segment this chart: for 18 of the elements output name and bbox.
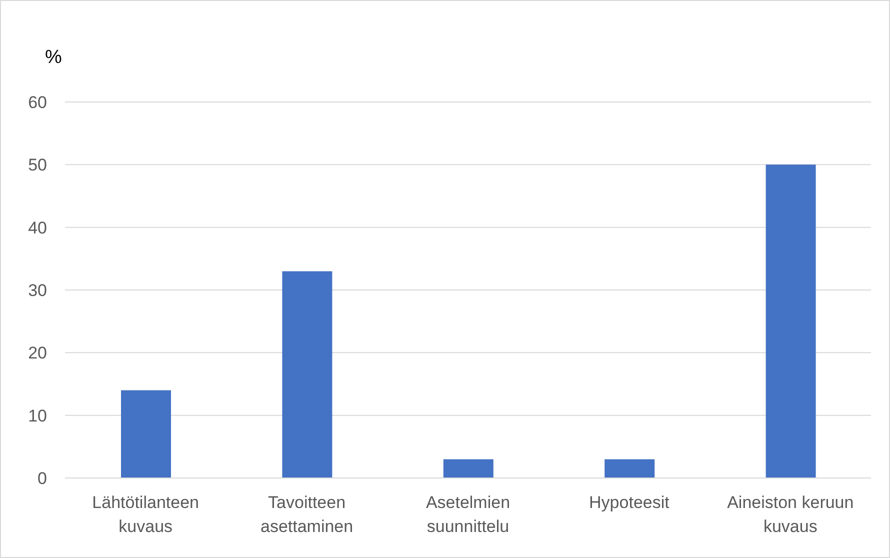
- bar: [121, 390, 171, 478]
- x-tick-label: Aineiston keruun kuvaus: [727, 493, 854, 536]
- y-tick-label: 30: [28, 281, 47, 300]
- y-tick-label: 20: [28, 344, 47, 363]
- bar: [604, 459, 655, 478]
- x-tick-label: Tavoitteen asettaminen: [260, 493, 354, 536]
- y-tick-label: 60: [28, 93, 47, 112]
- y-tick-label: 0: [38, 469, 47, 488]
- x-tick-label: Hypoteesit: [589, 493, 670, 512]
- x-tick-label: Asetelmien suunnittelu: [426, 493, 510, 536]
- bar: [282, 271, 332, 478]
- y-tick-label: 40: [28, 218, 47, 238]
- x-tick-label: Lähtötilanteen kuvaus: [92, 493, 200, 536]
- y-tick-label: 50: [28, 156, 47, 175]
- y-axis-title: %: [45, 47, 62, 69]
- y-tick-label: 10: [28, 406, 47, 426]
- bar: [443, 459, 494, 478]
- bar: [766, 164, 816, 478]
